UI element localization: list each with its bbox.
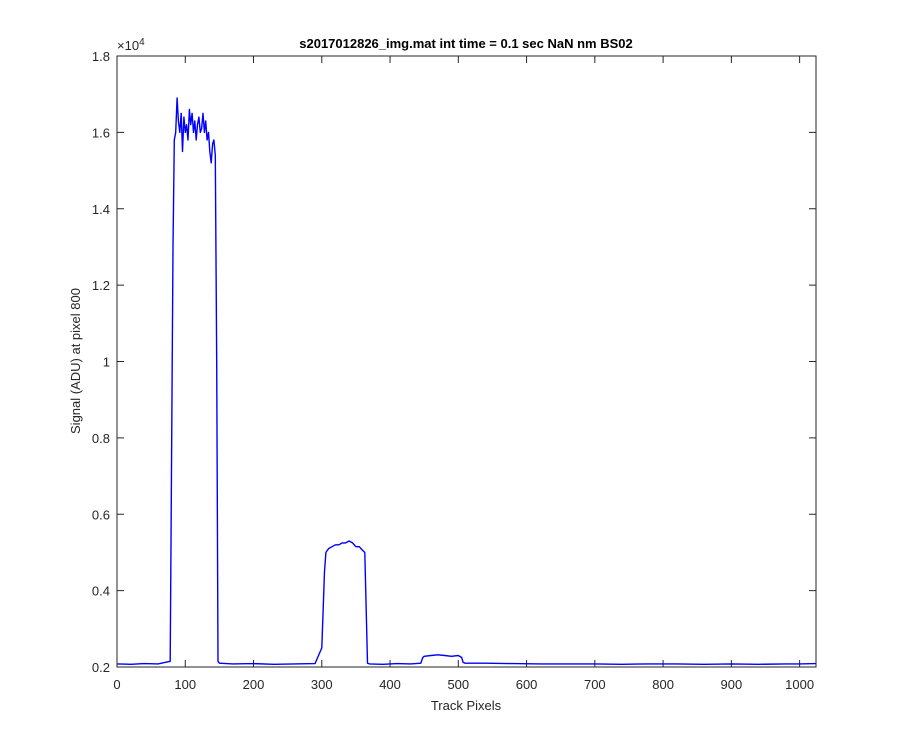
- x-tick-label: 600: [516, 677, 538, 692]
- y-tick-label: 1: [103, 355, 110, 370]
- chart-title: s2017012826_img.mat int time = 0.1 sec N…: [299, 36, 633, 51]
- y-tick-label: 0.8: [92, 431, 110, 446]
- y-tick-label: 1.6: [92, 125, 110, 140]
- x-tick-label: 900: [721, 677, 743, 692]
- plot-area: [117, 56, 816, 667]
- x-tick-label: 300: [311, 677, 333, 692]
- x-tick-label: 200: [243, 677, 265, 692]
- x-tick-label: 500: [447, 677, 469, 692]
- x-axis-label: Track Pixels: [431, 698, 502, 713]
- y-tick-label: 0.6: [92, 507, 110, 522]
- x-tick-label: 700: [584, 677, 606, 692]
- x-tick-label: 0: [113, 677, 120, 692]
- y-tick-label: 0.2: [92, 660, 110, 675]
- y-multiplier-exponent: 4: [139, 37, 145, 48]
- x-tick-label: 100: [174, 677, 196, 692]
- y-axis-label: Signal (ADU) at pixel 800: [68, 288, 83, 434]
- x-tick-label: 400: [379, 677, 401, 692]
- x-tick-label: 800: [652, 677, 674, 692]
- y-tick-label: 0.4: [92, 584, 110, 599]
- y-multiplier: ×104: [117, 37, 145, 53]
- y-multiplier-base: ×10: [117, 38, 139, 53]
- x-tick-label: 1000: [785, 677, 814, 692]
- series-line: [116, 97, 817, 665]
- y-tick-label: 1.8: [92, 49, 110, 64]
- y-tick-label: 1.4: [92, 202, 110, 217]
- axes-box: [116, 55, 817, 668]
- y-tick-label: 1.2: [92, 278, 110, 293]
